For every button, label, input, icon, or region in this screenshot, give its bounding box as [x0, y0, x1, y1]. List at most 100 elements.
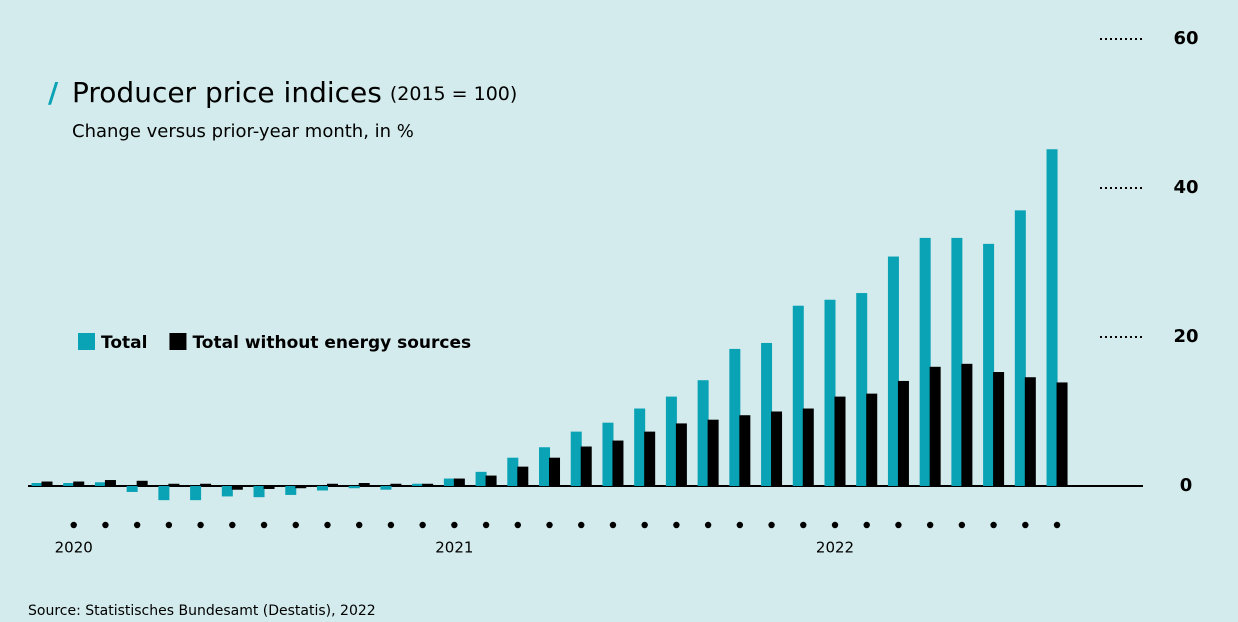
month-dot	[324, 521, 331, 529]
month-dot	[736, 521, 744, 529]
x-tick-label: 2021	[435, 539, 473, 557]
bar	[517, 466, 529, 486]
bar	[295, 486, 307, 489]
legend-label: Total	[101, 333, 147, 353]
month-dot	[609, 521, 617, 529]
month-dot	[704, 521, 712, 529]
legend-swatch	[169, 333, 187, 350]
bar	[634, 408, 646, 486]
bar	[126, 486, 138, 492]
y-tick-label: 20	[1173, 326, 1198, 347]
month-dot	[768, 521, 775, 529]
bar	[792, 305, 804, 486]
month-dot	[641, 521, 648, 529]
bar	[802, 408, 814, 486]
bar	[136, 480, 148, 486]
bar	[951, 237, 963, 486]
bar	[983, 243, 995, 486]
bar	[94, 482, 106, 486]
legend-label: Total without energy sources	[192, 333, 471, 353]
bar	[707, 419, 719, 486]
bar	[539, 447, 551, 486]
bar	[961, 363, 973, 486]
bar	[665, 396, 677, 486]
bar	[168, 483, 180, 486]
month-dot	[546, 521, 553, 529]
bar	[358, 483, 370, 486]
month-dot	[514, 521, 521, 529]
bar	[1046, 149, 1058, 486]
bar	[771, 411, 783, 486]
month-dot	[958, 521, 966, 529]
month-dot	[260, 521, 268, 529]
bar	[1056, 382, 1068, 486]
chart-subtitle: Change versus prior-year month, in %	[72, 121, 414, 142]
month-dot	[419, 521, 426, 529]
month-dot	[482, 521, 490, 529]
month-dot	[831, 521, 839, 529]
bar	[612, 440, 624, 486]
month-dot	[863, 521, 870, 529]
bar	[580, 446, 592, 486]
bar	[570, 431, 582, 486]
bar	[475, 471, 487, 486]
month-dot	[70, 521, 77, 529]
y-tick-label: 0	[1180, 475, 1193, 496]
month-dot	[1022, 521, 1029, 529]
bar	[824, 299, 836, 486]
month-dot	[387, 521, 395, 529]
bar	[190, 486, 202, 501]
month-dot	[292, 521, 299, 529]
bar	[285, 486, 297, 495]
bar	[856, 293, 868, 486]
bar	[380, 486, 392, 490]
month-dot	[165, 521, 173, 529]
bar	[761, 342, 773, 486]
bar	[390, 483, 402, 486]
bar	[326, 483, 338, 486]
month-dot	[895, 521, 902, 529]
source: Source: Statistisches Bundesamt (Destati…	[28, 603, 376, 619]
bar	[200, 483, 212, 486]
month-dot	[673, 521, 680, 529]
bar	[739, 415, 751, 486]
month-dot	[578, 521, 585, 529]
bar	[1024, 377, 1036, 486]
legend-swatch	[78, 333, 95, 350]
bar	[316, 486, 328, 491]
bar	[31, 483, 43, 486]
bar	[104, 480, 116, 486]
month-dot	[451, 521, 458, 529]
bar	[422, 483, 434, 486]
bar	[993, 372, 1005, 486]
bar	[834, 396, 846, 486]
bar	[866, 393, 878, 486]
y-tick-label: 60	[1173, 28, 1198, 49]
bar	[453, 478, 465, 486]
bar	[507, 457, 519, 486]
bar	[63, 483, 75, 486]
x-tick-label: 2022	[816, 539, 854, 557]
bar	[729, 348, 741, 486]
bar	[263, 486, 275, 489]
bar	[158, 486, 170, 501]
bar	[73, 481, 85, 486]
bar	[887, 256, 899, 486]
bar	[919, 237, 931, 486]
bar	[929, 366, 941, 486]
y-tick-label: 40	[1173, 177, 1198, 198]
chart-title: Producer price indices (2015 = 100)	[72, 76, 517, 109]
bar	[675, 423, 687, 486]
bar	[231, 486, 243, 490]
bar	[443, 478, 455, 486]
month-dot	[133, 521, 141, 529]
bar	[41, 481, 53, 486]
title-note: (2015 = 100)	[390, 83, 517, 105]
title-slash: /	[48, 76, 59, 109]
bar	[644, 431, 656, 486]
bar	[1014, 210, 1026, 486]
month-dot	[990, 521, 997, 529]
title-main: Producer price indices	[72, 76, 382, 109]
